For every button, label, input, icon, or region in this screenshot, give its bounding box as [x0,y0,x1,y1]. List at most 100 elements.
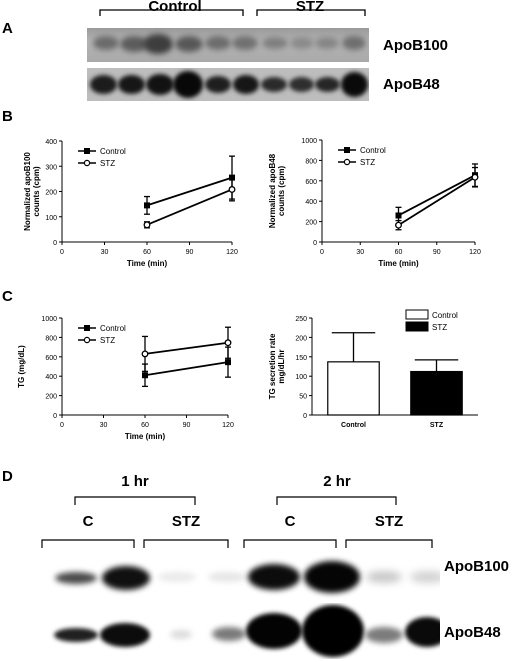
y-tick-label: 200 [45,394,57,401]
data-point-stz [228,186,236,193]
data-point-stz [471,173,479,181]
x-tick-label: 120 [222,422,234,429]
group-label-stz: STZ [295,0,325,15]
group-label-c-2hr: C [284,513,296,530]
y-tick-label: 100 [45,215,57,222]
panel-label-d: D [2,468,13,485]
y-tick-label: 0 [53,240,57,247]
x-tick-label: 30 [101,249,109,256]
legend-marker-control [84,325,90,331]
y-tick-label: 400 [45,374,57,381]
y-tick-label: 1000 [301,138,317,145]
y-axis-label: TG (mg/dL) [17,345,26,388]
y-tick-label: 50 [299,394,307,401]
data-point-control [395,212,402,219]
y-tick-label: 1000 [41,316,57,323]
legend-label-stz: STZ [100,159,115,168]
group-brackets-a [99,9,366,16]
x-tick-label: 120 [226,249,238,256]
band-label-apob100-bottom: ApoB100 [444,558,510,575]
data-point-control [144,202,150,209]
x-tick-label: STZ [430,422,444,429]
legend-marker-control [84,148,90,154]
y-tick-label: 600 [305,179,317,186]
y-tick-label: 100 [295,374,307,381]
legend-marker-stz [343,158,351,166]
blot-apob48-top [87,68,369,101]
y-axis-label: counts (cpm) [32,166,41,217]
x-tick-label: 0 [60,422,64,429]
band-label-apob100-top: ApoB100 [383,37,449,54]
y-tick-label: 800 [305,158,317,165]
y-tick-label: 800 [45,335,57,342]
x-tick-label: 90 [183,422,191,429]
y-axis-label: TG secretion rate [268,333,277,399]
y-tick-label: 250 [295,316,307,323]
x-tick-label: 0 [60,249,64,256]
y-tick-label: 200 [45,190,57,197]
data-point-stz [143,221,151,229]
legend-label-stz: STZ [100,336,115,345]
x-tick-label: 60 [143,249,151,256]
x-tick-label: Control [341,422,366,429]
legend-label-stz: STZ [432,323,447,332]
data-point-control [142,372,148,379]
legend-marker-control [344,147,350,153]
x-tick-label: 120 [469,249,481,256]
series-line-control [146,176,233,207]
x-tick-label: 0 [320,249,324,256]
series-line-stz [144,341,229,355]
blot-apob48-bottom [40,603,440,659]
y-tick-label: 300 [45,164,57,171]
y-axis-label: Normalized apoB48 [268,153,277,228]
legend-label-stz: STZ [360,158,375,167]
x-tick-label: 60 [395,249,403,256]
group-label-stz-2hr: STZ [374,513,404,530]
y-axis-label: mg/dL/hr [277,349,286,383]
data-point-stz [395,221,402,229]
chart-tg-concentration: 0 200 400 600 800 1000 TG (mg/dL) 0 30 60 90 120 Tim… [17,316,234,441]
y-tick-label: 150 [295,355,307,362]
y-tick-label: 200 [305,220,317,227]
band-label-apob48-top: ApoB48 [383,76,440,93]
time-label-1hr: 1 hr [121,473,149,490]
time-label-2hr: 2 hr [323,473,351,490]
x-tick-label: 90 [433,249,441,256]
chart-tg-secretion-rate: 0 50 100 150 200 250 TG secretion rate mg/dL/hr… [268,309,478,429]
legend-label-control: Control [360,146,386,155]
legend-label-control: Control [100,147,126,156]
legend-label-control: Control [100,324,126,333]
group-brackets-d [41,496,433,548]
y-axis-label: Normalized apoB100 [23,152,32,231]
y-tick-label: 400 [305,199,317,206]
y-axis-label: counts (cpm) [277,166,286,217]
x-axis-label: Time (min) [127,259,168,268]
legend-marker-stz [83,159,91,167]
panel-label-b: B [2,108,13,125]
y-tick-label: 200 [295,335,307,342]
panel-label-a: A [2,20,13,37]
x-axis-label: Time (min) [125,432,166,441]
legend-marker-stz [83,336,91,344]
data-point-stz [141,350,149,358]
group-label-control: Control [148,0,202,15]
x-tick-label: 60 [141,422,149,429]
x-axis-label: Time (min) [378,259,419,268]
legend-label-control: Control [432,311,458,320]
series-line-stz [146,188,233,226]
x-tick-label: 30 [356,249,364,256]
panel-label-c: C [2,288,13,305]
y-tick-label: 0 [313,240,317,247]
bar-stz [410,370,463,416]
legend-swatch-control [405,309,429,320]
y-tick-label: 400 [45,139,57,146]
series-line-control [398,174,476,217]
y-tick-label: 0 [303,413,307,420]
y-tick-label: 600 [45,355,57,362]
legend-swatch-stz [405,321,429,332]
group-label-c-1hr: C [82,513,94,530]
y-tick-label: 0 [53,413,57,420]
band-label-apob48-bottom: ApoB48 [444,624,501,641]
